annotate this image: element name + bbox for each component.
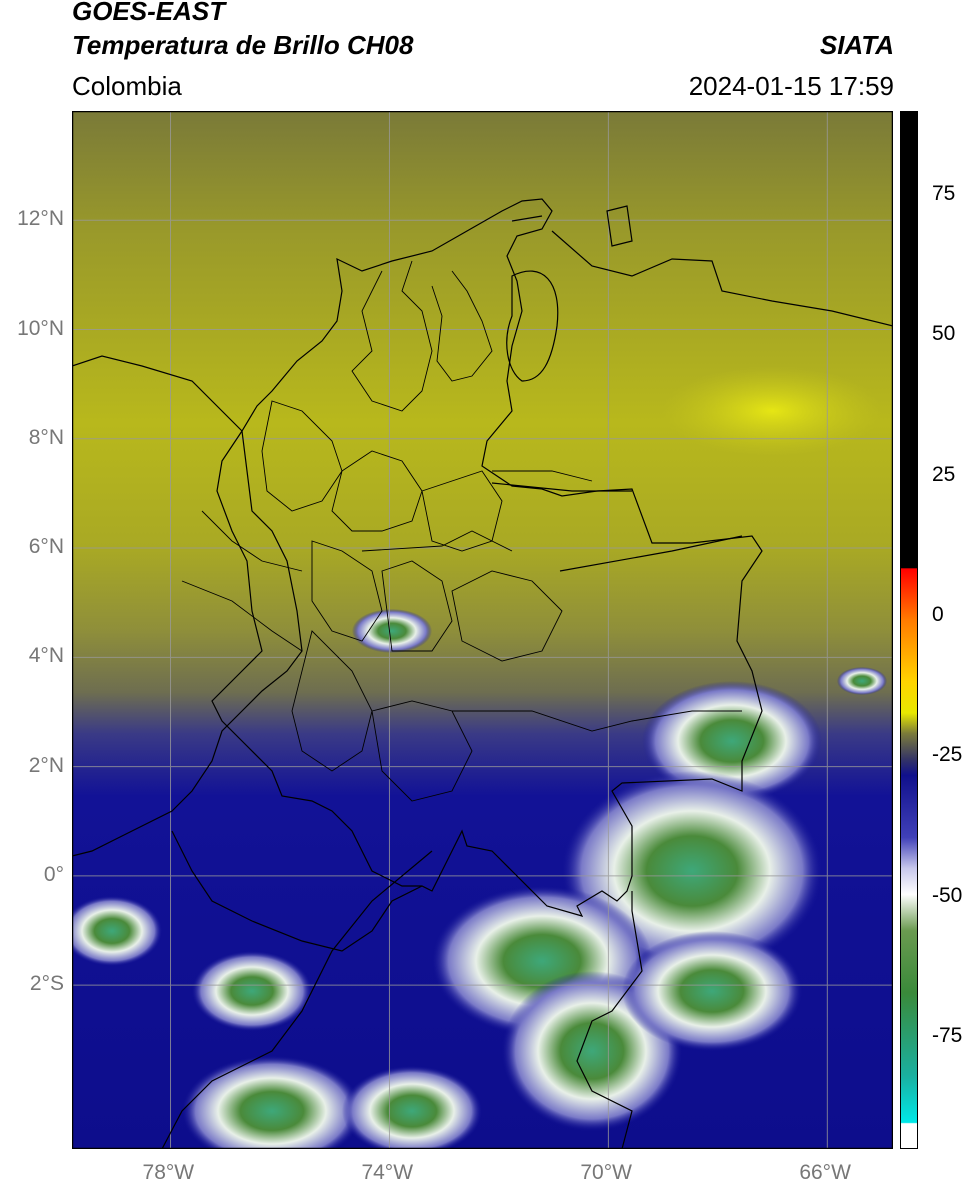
title-line-2: Temperatura de Brillo CH08 — [72, 30, 414, 60]
country-borders — [72, 198, 893, 1149]
convective-clouds — [72, 609, 887, 1149]
region-label: Colombia — [72, 71, 182, 101]
internal-borders — [181, 260, 742, 802]
warm-region — [662, 366, 882, 456]
latitude-tick-label: 10°N — [17, 316, 64, 340]
brand-label: SIATA — [819, 30, 894, 60]
latitude-tick-label: 0° — [43, 862, 64, 886]
colorbar-tick-label: 50 — [932, 322, 956, 346]
map-frame — [72, 111, 893, 1149]
longitude-tick-label: 78°W — [142, 1161, 195, 1184]
latitude-tick-label: 4°N — [28, 644, 64, 668]
latitude-tick-label: 6°N — [28, 535, 64, 559]
colorbar-tick-label: -25 — [932, 743, 963, 767]
colorbar-tick-label: 25 — [932, 462, 956, 486]
latitude-tick-label: 2°S — [29, 972, 64, 996]
longitude-tick-label: 70°W — [580, 1161, 632, 1184]
colorbar-tick-label: -50 — [932, 883, 963, 907]
latitude-tick-label: 8°N — [28, 425, 64, 449]
timestamp-label: 2024-01-15 17:59 — [688, 71, 894, 101]
colorbar-tick-label: -75 — [932, 1023, 963, 1047]
longitude-tick-label: 66°W — [799, 1161, 851, 1184]
longitude-tick-label: 74°W — [361, 1161, 414, 1184]
colorbar-tick-label: 75 — [932, 182, 956, 206]
colorbar — [900, 111, 918, 1149]
title-line-1: GOES-EAST — [72, 0, 226, 26]
latitude-tick-label: 12°N — [17, 207, 64, 231]
latitude-tick-label: 2°N — [28, 753, 64, 777]
colorbar-tick-label: 0 — [932, 602, 944, 626]
brightness-temperature-map — [72, 111, 893, 1149]
